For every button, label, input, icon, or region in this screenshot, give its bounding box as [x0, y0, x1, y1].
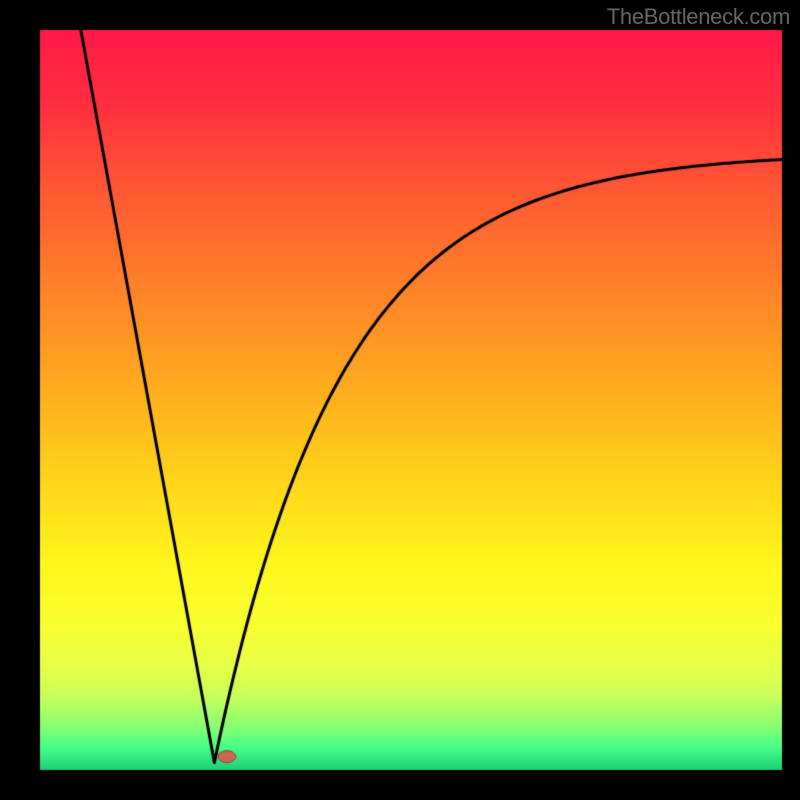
watermark-label: TheBottleneck.com	[607, 4, 790, 30]
bottleneck-chart	[0, 0, 800, 800]
